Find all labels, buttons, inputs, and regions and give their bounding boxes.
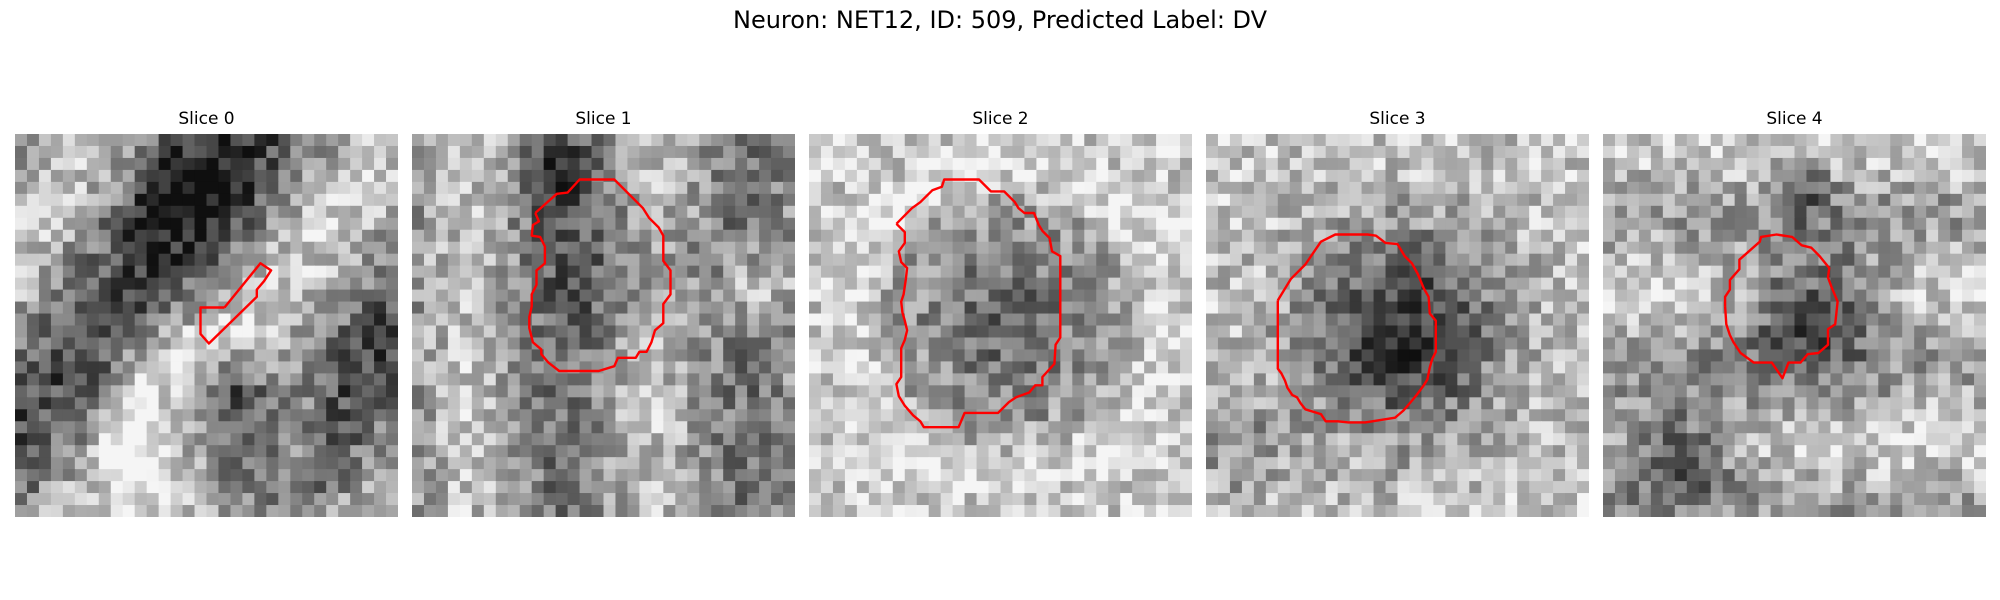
slice-image-2 <box>809 134 1192 517</box>
slice-panel-3: Slice 3 <box>1206 108 1589 517</box>
roi-contour-3 <box>1276 233 1438 424</box>
slice-title-2: Slice 2 <box>972 109 1029 129</box>
slice-pixels <box>15 134 398 517</box>
slice-pixels <box>1603 134 1986 517</box>
slice-image-4 <box>1603 134 1986 517</box>
slice-panel-1: Slice 1 <box>412 108 795 517</box>
slice-title-1: Slice 1 <box>575 109 632 129</box>
slice-panel-2: Slice 2 <box>809 108 1192 517</box>
slice-pixels <box>412 134 795 517</box>
roi-contour-1 <box>528 178 672 373</box>
roi-contour-0 <box>199 262 273 345</box>
slice-panel-0: Slice 0 <box>15 108 398 517</box>
slice-title-0: Slice 0 <box>178 109 235 129</box>
roi-contour-4 <box>1723 233 1839 380</box>
slice-image-1 <box>412 134 795 517</box>
slice-image-0 <box>15 134 398 517</box>
figure-title: Neuron: NET12, ID: 509, Predicted Label:… <box>732 6 1268 34</box>
slice-image-3 <box>1206 134 1589 517</box>
roi-contour-2 <box>895 178 1062 429</box>
slice-title-3: Slice 3 <box>1369 109 1426 129</box>
slice-title-4: Slice 4 <box>1766 109 1823 129</box>
slice-pixels <box>809 134 1192 517</box>
slice-pixels <box>1206 134 1589 517</box>
slice-panel-4: Slice 4 <box>1603 108 1986 517</box>
